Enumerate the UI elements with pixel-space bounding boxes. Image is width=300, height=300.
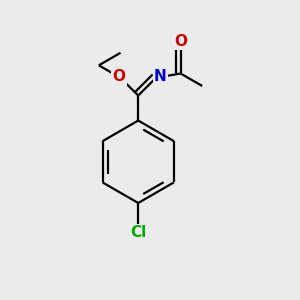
Text: Cl: Cl [130, 225, 146, 240]
Text: O: O [174, 34, 187, 49]
Text: O: O [112, 69, 126, 84]
Text: N: N [154, 69, 167, 84]
